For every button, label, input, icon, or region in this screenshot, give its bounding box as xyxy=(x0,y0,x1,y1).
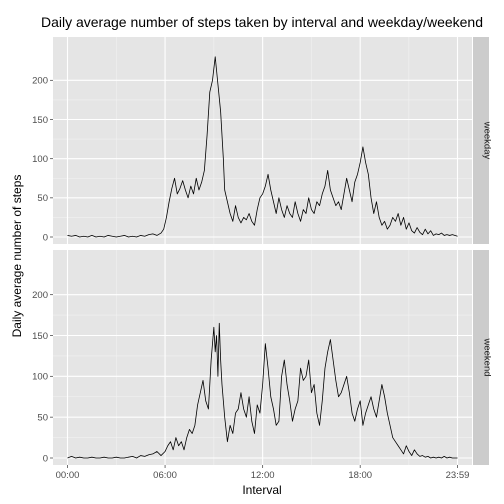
y-tick-label: 200 xyxy=(32,290,48,301)
facet-strip xyxy=(473,250,489,465)
y-tick-label: 150 xyxy=(32,115,48,126)
y-tick-label: 0 xyxy=(43,453,48,464)
y-tick-label: 100 xyxy=(32,154,48,165)
x-tick-label: 12:00 xyxy=(251,470,275,481)
panel-weekday: 0 50 100 150 200 weekday xyxy=(32,37,493,244)
y-tick-label: 100 xyxy=(32,372,48,383)
facet-panels: 0 50 100 150 200 weekday 0 50 100 150 200 weekend xyxy=(32,37,493,465)
x-tick-label: 18:00 xyxy=(348,470,372,481)
x-axis-title: Interval xyxy=(242,483,281,497)
x-tick-label: 00:00 xyxy=(56,470,80,481)
y-tick-label: 200 xyxy=(32,76,48,87)
x-tick-label: 06:00 xyxy=(153,470,177,481)
y-tick-label: 150 xyxy=(32,331,48,342)
facet-strip xyxy=(473,37,489,244)
series-line-weekend xyxy=(67,322,458,459)
x-axis: 00:00 06:00 12:00 18:00 23:59 xyxy=(56,465,470,481)
facet-strip-label: weekend xyxy=(482,337,493,376)
y-tick-label: 50 xyxy=(37,412,48,423)
panel-weekend: 0 50 100 150 200 weekend xyxy=(32,250,493,465)
series-line-weekday xyxy=(67,56,458,238)
y-tick-label: 0 xyxy=(43,232,48,243)
chart-title: Daily average number of steps taken by i… xyxy=(41,14,483,30)
facet-strip-label: weekday xyxy=(482,121,493,160)
x-tick-label: 23:59 xyxy=(446,470,470,481)
y-axis-title: Daily average number of steps xyxy=(10,175,24,338)
y-tick-label: 50 xyxy=(37,193,48,204)
